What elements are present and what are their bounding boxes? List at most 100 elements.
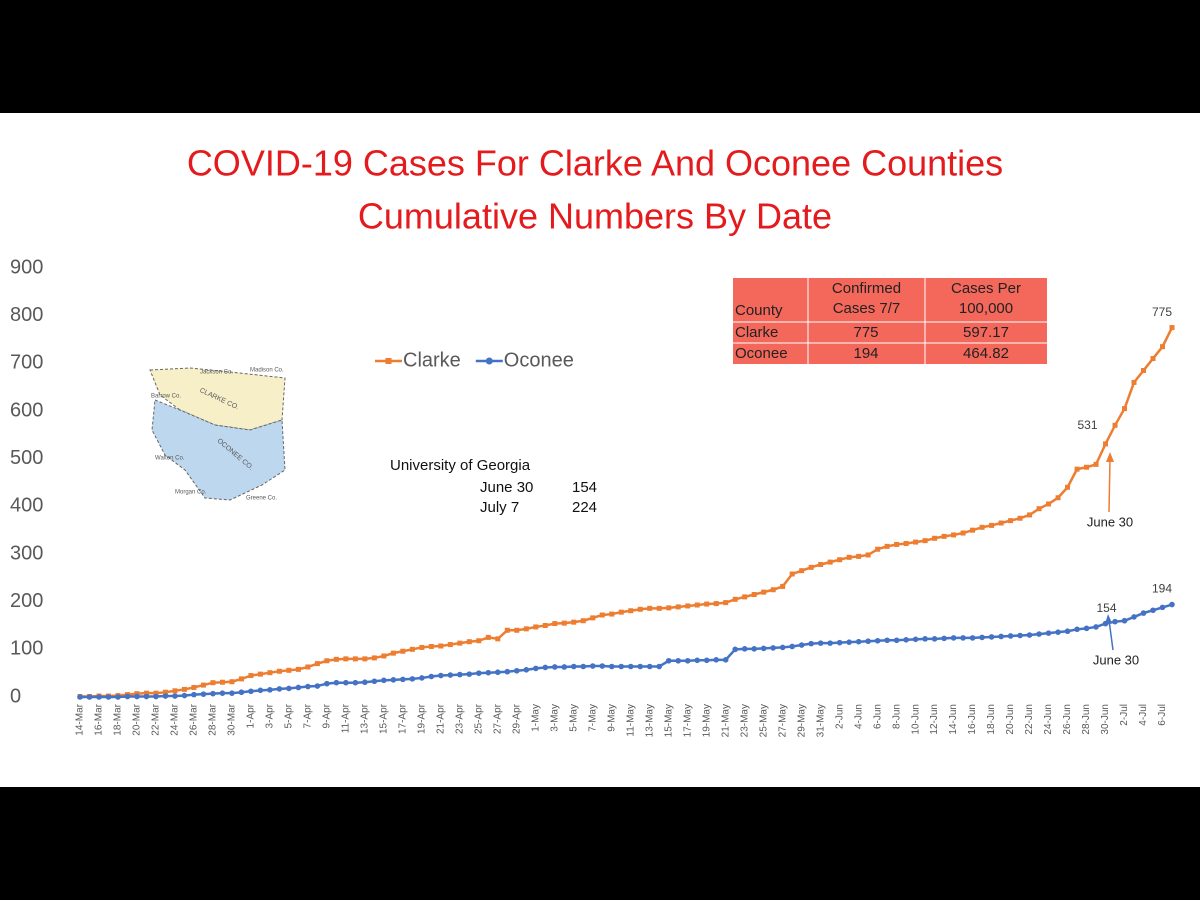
marker bbox=[599, 663, 606, 669]
marker bbox=[172, 693, 178, 699]
x-tick-label: 2-Jul bbox=[1119, 704, 1130, 726]
marker bbox=[343, 656, 349, 662]
marker bbox=[884, 637, 890, 644]
marker bbox=[798, 642, 805, 648]
data-label: 531 bbox=[1078, 418, 1098, 432]
marker bbox=[371, 678, 378, 685]
marker bbox=[1036, 631, 1042, 637]
marker bbox=[390, 650, 396, 656]
marker bbox=[409, 676, 416, 682]
legend-marker bbox=[485, 357, 493, 365]
marker bbox=[941, 533, 947, 539]
marker bbox=[457, 640, 463, 646]
marker bbox=[713, 601, 719, 607]
marker bbox=[903, 637, 909, 643]
x-tick-label: 5-Apr bbox=[284, 703, 295, 728]
marker bbox=[903, 541, 909, 547]
marker bbox=[305, 664, 311, 670]
x-tick-label: 8-Jun bbox=[891, 704, 902, 729]
marker bbox=[998, 520, 1004, 526]
marker bbox=[865, 552, 871, 558]
marker bbox=[561, 620, 567, 626]
marker bbox=[836, 639, 843, 646]
marker bbox=[723, 600, 729, 606]
x-tick-label: 16-Mar bbox=[94, 703, 105, 735]
table-cell: 194 bbox=[853, 345, 878, 362]
marker bbox=[589, 663, 596, 669]
marker bbox=[1141, 367, 1147, 373]
marker bbox=[419, 675, 425, 681]
marker bbox=[181, 686, 187, 692]
legend-marker bbox=[385, 358, 392, 364]
marker bbox=[1055, 495, 1061, 501]
marker bbox=[570, 663, 577, 670]
marker bbox=[381, 677, 387, 684]
y-tick-label: 300 bbox=[10, 542, 43, 564]
y-tick-label: 200 bbox=[10, 590, 43, 612]
x-tick-label: 6-Jul bbox=[1157, 704, 1168, 726]
marker bbox=[818, 561, 824, 567]
marker bbox=[352, 656, 358, 662]
marker bbox=[960, 530, 966, 536]
marker bbox=[124, 693, 131, 700]
marker bbox=[722, 657, 729, 663]
marker bbox=[523, 667, 530, 673]
marker bbox=[884, 543, 890, 549]
marker bbox=[761, 589, 767, 595]
marker bbox=[1112, 618, 1118, 625]
y-tick-label: 100 bbox=[10, 638, 43, 660]
map-label: Barrow Co. bbox=[151, 394, 181, 400]
note: University of Georgia June 30 154 July 7… bbox=[390, 457, 597, 516]
marker bbox=[162, 693, 169, 699]
x-tick-label: 20-Jun bbox=[1005, 704, 1016, 735]
marker bbox=[428, 643, 434, 649]
x-tick-label: 4-Jun bbox=[853, 704, 864, 729]
annotation-arrow bbox=[1108, 619, 1114, 651]
marker bbox=[115, 694, 121, 700]
x-tick-label: 18-Mar bbox=[113, 703, 124, 735]
marker bbox=[751, 592, 757, 598]
marker bbox=[770, 645, 776, 651]
x-tick-label: 1-Apr bbox=[246, 703, 257, 728]
map-oconee bbox=[151, 399, 286, 501]
marker bbox=[324, 658, 330, 664]
marker bbox=[96, 694, 102, 700]
x-tick-label: 30-Mar bbox=[227, 703, 238, 735]
x-tick-label: 18-Jun bbox=[986, 704, 997, 735]
marker bbox=[504, 627, 510, 633]
x-tick-label: 13-Apr bbox=[360, 703, 371, 734]
marker bbox=[751, 646, 757, 652]
table-cell: 464.82 bbox=[963, 345, 1009, 362]
x-tick-label: 6-Jun bbox=[872, 704, 883, 729]
table-header: County bbox=[735, 302, 783, 319]
marker bbox=[618, 609, 624, 615]
annotation-arrow bbox=[1108, 457, 1111, 513]
x-tick-label: 13-May bbox=[644, 704, 655, 737]
table-bg bbox=[733, 278, 1047, 364]
note-cell: July 7 bbox=[480, 499, 519, 516]
x-tick-label: 2-Jun bbox=[834, 704, 845, 729]
marker bbox=[922, 636, 928, 642]
table-header-box: Confirmed Cases 7/7 bbox=[832, 280, 901, 317]
marker bbox=[248, 688, 254, 695]
marker bbox=[989, 522, 995, 528]
marker bbox=[713, 657, 720, 663]
x-tick-label: 19-May bbox=[701, 704, 712, 737]
marker bbox=[143, 690, 149, 696]
marker bbox=[286, 685, 292, 692]
x-tick-label: 16-Jun bbox=[967, 704, 978, 735]
marker bbox=[1131, 614, 1137, 620]
marker bbox=[276, 668, 282, 674]
marker bbox=[1008, 518, 1014, 524]
marker bbox=[219, 690, 226, 696]
marker bbox=[248, 673, 254, 679]
x-tick-label: 31-May bbox=[815, 704, 826, 737]
marker bbox=[229, 679, 235, 685]
map-label: Jackson Co. bbox=[200, 370, 233, 376]
map-label: Walton Co. bbox=[155, 456, 185, 462]
x-tick-label: 17-May bbox=[682, 704, 693, 737]
marker bbox=[172, 688, 178, 694]
marker bbox=[627, 663, 634, 670]
marker bbox=[153, 693, 159, 700]
marker bbox=[333, 679, 340, 686]
